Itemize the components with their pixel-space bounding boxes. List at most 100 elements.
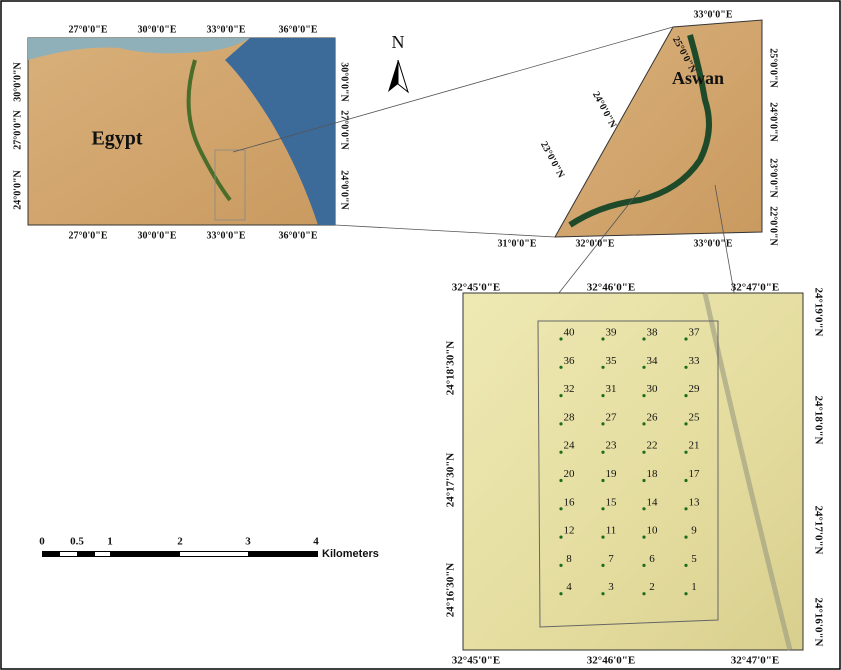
lat-tick-label: 25°0'0"N: [768, 48, 779, 88]
point-label: 28: [564, 411, 576, 423]
country-label: Egypt: [91, 128, 142, 150]
lon-tick-label: 32°46'0"E: [587, 282, 635, 294]
sample-point: [601, 592, 604, 595]
sample-point: [601, 422, 604, 425]
scale-label: 2: [177, 536, 183, 548]
sample-point: [642, 536, 645, 539]
sample-point: [559, 564, 562, 567]
point-label: 6: [649, 553, 655, 565]
scale-bar: [42, 551, 318, 557]
lat-tick-label: 30°0'0"N: [339, 62, 350, 102]
point-label: 16: [564, 496, 576, 508]
lat-tick-label: 24°17'30"N: [445, 453, 457, 508]
sample-point: [684, 592, 687, 595]
point-label: 29: [689, 383, 701, 395]
point-label: 31: [606, 383, 617, 395]
scale-label: 3: [245, 536, 251, 548]
point-label: 35: [606, 355, 618, 367]
lon-tick-label: 36°0'0"E: [279, 24, 318, 35]
point-label: 12: [564, 525, 575, 537]
lon-tick-label: 33°0'0"E: [694, 9, 733, 20]
lat-tick-label: 27°0'0"N: [12, 109, 23, 149]
point-label: 21: [689, 440, 700, 452]
sample-point: [642, 422, 645, 425]
point-label: 39: [606, 327, 618, 339]
sample-point: [642, 451, 645, 454]
point-label: 11: [606, 525, 617, 537]
sample-point: [559, 366, 562, 369]
lon-tick-label: 31°0'0"E: [498, 238, 537, 249]
point-label: 38: [647, 327, 659, 339]
point-label: 4: [566, 581, 572, 593]
lon-tick-label: 27°0'0"E: [69, 230, 108, 241]
lon-tick-label: 30°0'0"E: [138, 24, 177, 35]
point-label: 8: [566, 553, 572, 565]
scale-label: 0.5: [70, 536, 84, 548]
lat-tick-label: 24°0'0"N: [590, 90, 619, 131]
lon-tick-label: 32°45'0"E: [452, 282, 500, 294]
lon-tick-label: 32°45'0"E: [452, 655, 500, 667]
point-label: 40: [564, 327, 576, 339]
point-label: 36: [564, 355, 576, 367]
sample-point: [642, 479, 645, 482]
point-label: 7: [608, 553, 614, 565]
north-label: N: [392, 32, 405, 52]
point-label: 3: [608, 581, 614, 593]
point-label: 17: [689, 468, 701, 480]
sample-point: [559, 592, 562, 595]
sample-point: [601, 337, 604, 340]
lon-tick-label: 32°47'0"E: [731, 282, 779, 294]
sample-point: [642, 564, 645, 567]
lat-tick-label: 23°0'0"N: [768, 158, 779, 198]
sample-point: [559, 507, 562, 510]
sample-point: [601, 366, 604, 369]
point-label: 24: [564, 440, 576, 452]
sample-point: [684, 394, 687, 397]
point-label: 32: [564, 383, 575, 395]
lat-tick-label: 24°0'0"N: [12, 169, 23, 209]
sample-point: [684, 536, 687, 539]
point-label: 10: [647, 525, 659, 537]
lon-tick-label: 32°46'0"E: [587, 655, 635, 667]
sample-point: [642, 394, 645, 397]
sample-point: [559, 337, 562, 340]
lon-tick-label: 27°0'0"E: [69, 24, 108, 35]
sample-point: [559, 536, 562, 539]
lon-tick-label: 32°0'0"E: [576, 238, 615, 249]
point-label: 20: [564, 468, 576, 480]
sample-point: [684, 507, 687, 510]
lat-tick-label: 24°0'0"N: [339, 170, 350, 210]
lon-tick-label: 30°0'0"E: [138, 230, 177, 241]
point-label: 22: [647, 440, 658, 452]
north-arrow: [388, 60, 408, 92]
sample-point: [684, 479, 687, 482]
point-label: 27: [606, 411, 618, 423]
scale-label: 1: [107, 536, 113, 548]
scale-unit: Kilometers: [322, 548, 379, 560]
point-label: 30: [647, 383, 659, 395]
point-label: 1: [691, 581, 697, 593]
lon-tick-label: 32°47'0"E: [731, 655, 779, 667]
point-label: 13: [689, 496, 701, 508]
point-label: 33: [689, 355, 701, 367]
sample-point: [684, 451, 687, 454]
point-label: 23: [606, 440, 618, 452]
sample-point: [642, 366, 645, 369]
lat-tick-label: 24°0'0"N: [768, 102, 779, 142]
sample-point: [642, 507, 645, 510]
sample-point: [642, 337, 645, 340]
egypt-map: [28, 38, 335, 225]
lat-tick-label: 24°18'0"N: [812, 395, 824, 444]
lat-tick-label: 24°18'30"N: [445, 341, 457, 396]
lon-tick-label: 33°0'0"E: [207, 24, 246, 35]
lon-tick-label: 33°0'0"E: [694, 238, 733, 249]
point-label: 5: [691, 553, 697, 565]
lat-tick-label: 22°0'0"N: [768, 206, 779, 246]
sample-point: [559, 451, 562, 454]
sample-point: [684, 337, 687, 340]
city-label: Aswan: [672, 68, 724, 88]
lat-tick-label: 24°16'0"N: [812, 597, 824, 646]
sample-point: [642, 592, 645, 595]
point-label: 14: [647, 496, 659, 508]
sample-point: [684, 366, 687, 369]
